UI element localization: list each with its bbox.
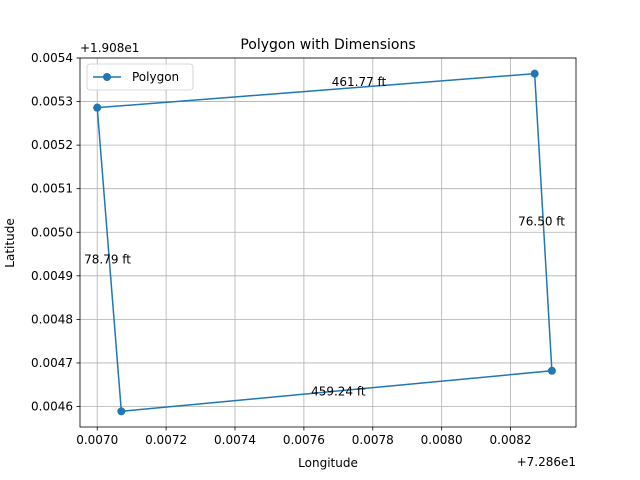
dimension-label: 461.77 ft bbox=[332, 75, 387, 89]
grid bbox=[80, 57, 576, 427]
y-tick-label: 0.0051 bbox=[31, 182, 73, 196]
chart-title: Polygon with Dimensions bbox=[240, 37, 415, 53]
y-axis-label: Latitude bbox=[3, 218, 17, 267]
y-tick-label: 0.0054 bbox=[31, 51, 73, 65]
data-point bbox=[117, 407, 126, 416]
y-tick-label: 0.0049 bbox=[31, 269, 73, 283]
y-axis: 0.0046 0.0047 0.0048 0.0049 0.0050 0.0051 0.00… bbox=[31, 51, 80, 414]
y-tick-label: 0.0052 bbox=[31, 138, 73, 152]
y-tick-label: 0.0053 bbox=[31, 95, 73, 109]
series-layer bbox=[93, 69, 556, 416]
y-tick-label: 0.0050 bbox=[31, 225, 73, 239]
annotations: 461.77 ft 76.50 ft 459.24 ft 78.79 ft bbox=[84, 75, 565, 398]
x-tick-label: 0.0072 bbox=[145, 433, 187, 447]
data-point bbox=[547, 366, 556, 375]
legend-label: Polygon bbox=[132, 70, 179, 84]
x-tick-label: 0.0076 bbox=[283, 433, 325, 447]
y-tick-label: 0.0048 bbox=[31, 312, 73, 326]
data-point bbox=[93, 103, 102, 112]
y-offset-label: +1.908e1 bbox=[80, 41, 139, 55]
dimension-label: 459.24 ft bbox=[311, 384, 366, 398]
y-tick-label: 0.0046 bbox=[31, 400, 73, 414]
plot-frame bbox=[79, 57, 577, 428]
dimension-label: 78.79 ft bbox=[84, 253, 131, 267]
x-tick-label: 0.0070 bbox=[76, 433, 118, 447]
x-axis-label: Longitude bbox=[298, 456, 358, 470]
legend-marker bbox=[103, 73, 111, 81]
legend: Polygon bbox=[86, 63, 194, 91]
x-offset-label: +7.286e1 bbox=[517, 455, 576, 469]
data-point bbox=[530, 69, 539, 78]
dimension-label: 76.50 ft bbox=[518, 214, 565, 228]
x-tick-label: 0.0080 bbox=[421, 433, 463, 447]
x-tick-label: 0.0082 bbox=[490, 433, 532, 447]
x-tick-label: 0.0074 bbox=[214, 433, 256, 447]
x-axis: 0.0070 0.0072 0.0074 0.0076 0.0078 0.0080 0.00… bbox=[76, 427, 532, 447]
x-tick-label: 0.0078 bbox=[352, 433, 394, 447]
y-tick-label: 0.0047 bbox=[31, 356, 73, 370]
legend-box bbox=[86, 63, 194, 91]
